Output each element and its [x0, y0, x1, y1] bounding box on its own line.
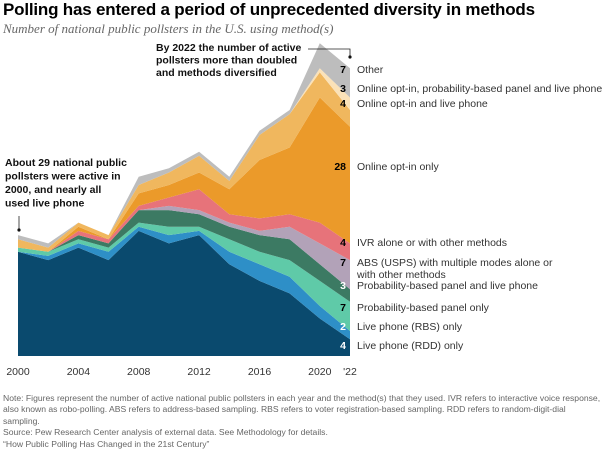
x-tick-label: 2000	[6, 366, 30, 378]
source-text: Source: Pew Research Center analysis of …	[3, 427, 328, 438]
chart-subtitle: Number of national public pollsters in t…	[3, 21, 334, 36]
series-name-label: Probability-based panel only	[357, 302, 490, 314]
series-labels: 7 Other 3 Online opt-in, probability-based …	[334, 64, 602, 352]
series-name-label: Probability-based panel and live phone	[357, 280, 538, 292]
x-tick-label: 2012	[187, 366, 211, 378]
x-axis-ticks: 2000 2004 2008 2012 2016 2020 '22	[6, 366, 357, 378]
series-name-label: Live phone (RDD) only	[357, 340, 464, 352]
note-text: Note: Figures represent the number of ac…	[3, 393, 601, 426]
series-name-label: Other	[357, 64, 384, 76]
series-name-label: with other methods	[356, 269, 446, 281]
area-live-phone-rbs-only	[18, 226, 350, 340]
series-label: 7 ABS (USPS) with multiple modes alone or…	[340, 257, 553, 281]
series-value-label: 3	[340, 83, 346, 95]
series-value-label: 4	[340, 340, 346, 352]
series-value-label: 3	[340, 280, 346, 292]
area-layers	[18, 43, 350, 356]
annotation-2022-leader	[308, 48, 351, 56]
annotation-2000-text: pollsters were active in	[5, 171, 121, 183]
series-value-label: 4	[340, 98, 346, 110]
annotation-2022-dot	[348, 55, 352, 59]
series-value-label: 7	[340, 64, 346, 76]
series-name-label: Online opt-in, probability-based panel a…	[357, 83, 602, 95]
footnotes: Note: Figures represent the number of ac…	[3, 393, 603, 450]
area-online-opt-in-only	[18, 97, 350, 252]
series-label: 4 Live phone (RDD) only	[340, 340, 464, 352]
x-tick-label: 2004	[67, 366, 91, 378]
annotations: About 29 national public pollsters were a…	[5, 42, 352, 232]
series-label: 28 Online opt-in only	[334, 161, 439, 173]
series-name-label: ABS (USPS) with multiple modes alone or	[357, 257, 553, 269]
series-label: 7 Probability-based panel only	[340, 302, 490, 314]
series-name-label: IVR alone or with other methods	[357, 237, 507, 249]
annotation-2022-text: and methods diversified	[156, 67, 277, 79]
series-value-label: 7	[340, 257, 346, 269]
annotation-2022-text: By 2022 the number of active	[156, 42, 301, 54]
annotation-2000-text: used live phone	[5, 198, 85, 210]
report-title: “How Public Polling Has Changed in the 2…	[3, 438, 210, 449]
chart-title: Polling has entered a period of unpreced…	[3, 0, 535, 19]
annotation-2022-text: pollsters more than doubled	[156, 55, 297, 67]
area-probability-based-panel-only	[18, 222, 350, 331]
series-value-label: 28	[334, 161, 346, 173]
area-other	[18, 43, 350, 248]
series-value-label: 2	[340, 321, 346, 333]
series-value-label: 4	[340, 237, 346, 249]
series-name-label: Live phone (RBS) only	[357, 321, 463, 333]
series-label: 2 Live phone (RBS) only	[340, 321, 463, 333]
area-live-phone-rdd-only	[18, 230, 350, 356]
series-value-label: 7	[340, 302, 346, 314]
area-online-opt-in-and-live-phone	[18, 72, 350, 252]
series-label: 3 Online opt-in, probability-based panel …	[340, 83, 602, 95]
x-tick-label: 2020	[308, 366, 332, 378]
series-label: 3 Probability-based panel and live phone	[340, 280, 538, 292]
series-label: 7 Other	[340, 64, 384, 76]
annotation-2000-dot	[17, 228, 21, 232]
annotation-2000-text: 2000, and nearly all	[5, 184, 101, 196]
series-label: 4 IVR alone or with other methods	[340, 237, 507, 249]
area-probability-based-panel-and-live-phone	[18, 210, 350, 302]
annotation-2000-text: About 29 national public	[5, 157, 127, 169]
series-name-label: Online opt-in and live phone	[357, 98, 488, 110]
area-ivr-alone-or-with-other-methods	[18, 189, 350, 261]
stacked-area-chart: 2000 2004 2008 2012 2016 2020 '22 7 Other 3 Onlin…	[5, 42, 602, 378]
x-tick-label: 2016	[248, 366, 272, 378]
x-tick-label: '22	[343, 366, 357, 378]
x-tick-label: 2008	[127, 366, 151, 378]
series-name-label: Online opt-in only	[357, 161, 439, 173]
series-label: 4 Online opt-in and live phone	[340, 98, 488, 110]
